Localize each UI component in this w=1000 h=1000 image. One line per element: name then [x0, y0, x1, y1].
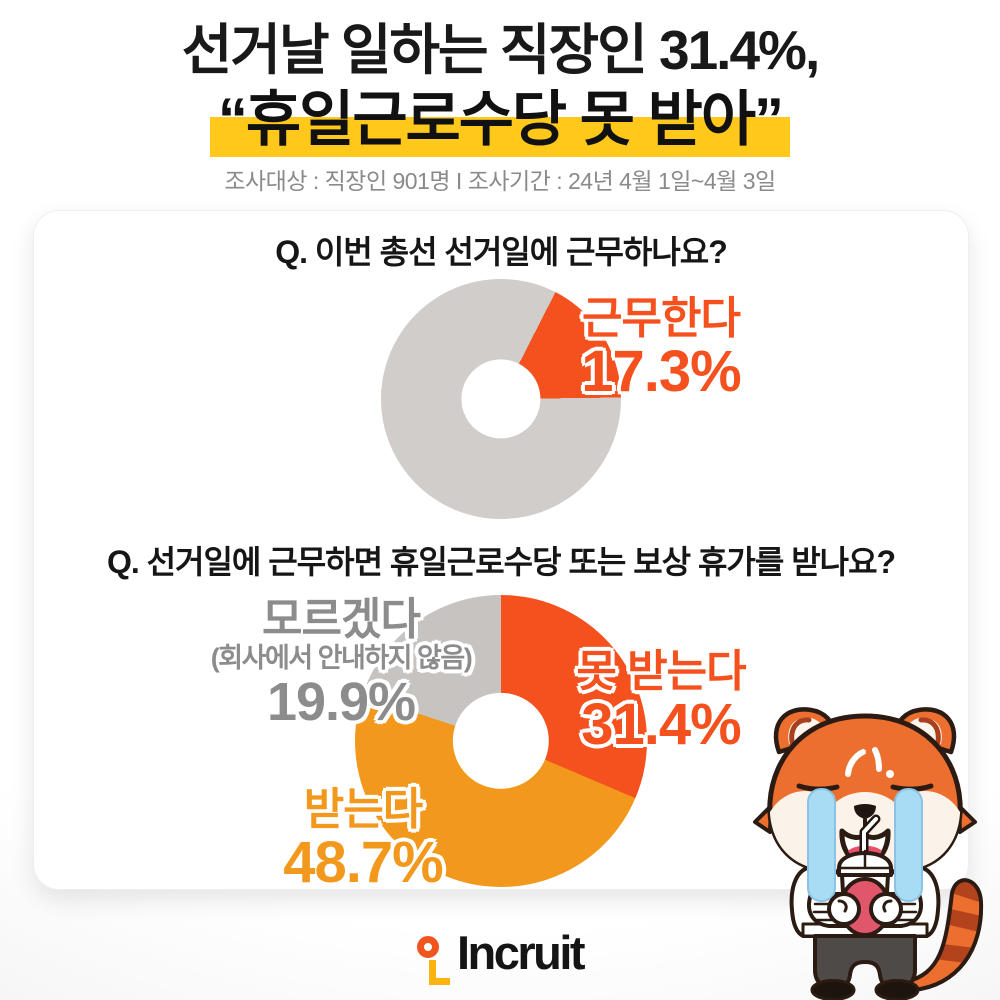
donut-hole — [452, 692, 550, 790]
label-work-text: 근무한다 — [582, 294, 741, 343]
title-line1: 선거날 일하는 직장인 31.4%, — [181, 19, 820, 81]
logo-text: Incruit — [456, 926, 586, 979]
label-dont-know-text: 모르겠다 — [262, 595, 421, 644]
label-not-paid-text: 못 받는다 — [576, 647, 746, 696]
donut-chart-q1 — [381, 279, 621, 519]
label-dont-know-sub: (회사에서 안내하지 않음) — [210, 642, 473, 673]
infographic-header: 선거날 일하는 직장인 31.4%, “휴일근로수당 못 받아” 조사대상 : … — [0, 19, 1000, 196]
incruit-logo: Incruit — [0, 929, 1000, 998]
donut-hole — [461, 359, 541, 439]
label-not-paid-value: 31.4% — [581, 691, 741, 757]
label-paid-text: 받는다 — [303, 785, 423, 834]
mascot-tears — [807, 788, 923, 902]
survey-card: Q. 이번 총선 선거일에 근무하나요? 근무한다 17.3% Q. 선거일에 … — [33, 210, 969, 893]
donut-chart-q2 — [355, 595, 647, 887]
survey-subtitle: 조사대상 : 직장인 901명 I 조사기간 : 24년 4월 1일~4월 3일 — [224, 168, 776, 195]
logo-ring-icon — [416, 936, 439, 958]
incruit-logo-mark — [416, 934, 453, 994]
label-paid: 받는다 48.7% — [213, 787, 513, 894]
label-not-paid: 못 받는다 31.4% — [491, 649, 831, 756]
logo-l-icon — [428, 960, 450, 985]
question-2: Q. 선거일에 근무하면 휴일근로수당 또는 보상 휴가를 받나요? — [106, 544, 896, 580]
mascot-hands — [827, 892, 903, 926]
label-dont-know-value: 19.9% — [266, 671, 416, 732]
label-paid-value: 48.7% — [283, 829, 443, 895]
title-line2: “휴일근로수당 못 받아” — [0, 85, 1000, 157]
label-work: 근무한다 17.3% — [501, 296, 821, 403]
question-1: Q. 이번 총선 선거일에 근무하나요? — [275, 234, 728, 270]
crying-red-panda-mascot — [753, 707, 984, 1000]
label-work-value: 17.3% — [581, 338, 741, 404]
label-dont-know: 모르겠다 (회사에서 안내하지 않음) 19.9% — [141, 597, 541, 730]
title-highlight: “휴일근로수당 못 받아” — [209, 85, 791, 157]
